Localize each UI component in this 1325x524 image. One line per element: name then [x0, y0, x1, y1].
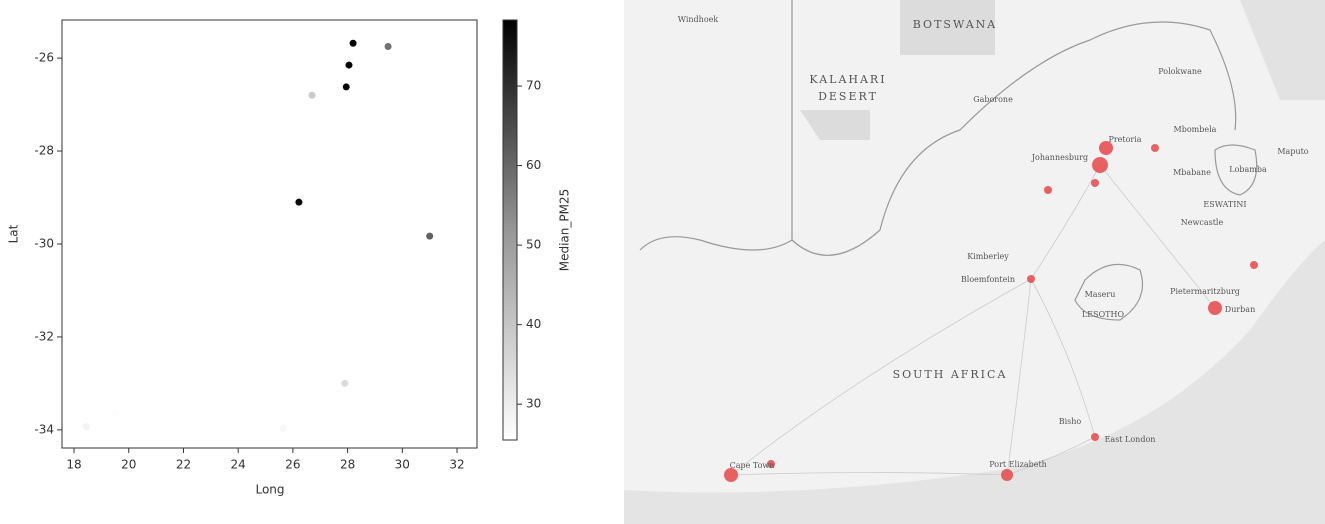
map-label: Kimberley: [967, 252, 1009, 261]
map-label: BOTSWANA: [913, 18, 997, 31]
map-label: Bloemfontein: [961, 275, 1015, 284]
ocean: [624, 240, 1325, 524]
colorbar-tick-label: 60: [526, 158, 541, 172]
salt-pan: [900, 0, 995, 55]
map-label: DESERT: [818, 90, 878, 103]
map-label: ESWATINI: [1203, 200, 1246, 209]
city-dot: [1250, 261, 1258, 269]
colorbar-tick-label: 40: [526, 317, 541, 331]
map-label: Cape Town: [730, 461, 775, 470]
city-dot: [1208, 301, 1222, 315]
city-dot: [1151, 144, 1159, 152]
points: [724, 141, 1258, 482]
x-axis-label: Long: [255, 483, 284, 497]
map-label: LESOTHO: [1082, 310, 1125, 319]
map-label: Port Elizabeth: [989, 460, 1047, 469]
x-tick-label: 18: [66, 458, 81, 472]
x-tick-label: 20: [121, 458, 136, 472]
city-dot: [1091, 433, 1099, 441]
map-label: Maseru: [1085, 290, 1116, 299]
city-dot: [1092, 157, 1108, 173]
y-axis-label: Lat: [7, 224, 21, 243]
map-label: Mbabane: [1173, 168, 1211, 177]
map-label: Newcastle: [1181, 218, 1224, 227]
map-label: Maputo: [1277, 147, 1308, 156]
plot-frame: [61, 19, 478, 449]
land: [624, 0, 1325, 524]
city-dot: [1044, 186, 1052, 194]
map-label: Lobamba: [1229, 165, 1267, 174]
map: Windhoek BOTSWANA KALAHARI DESERT Gaborone Po…: [624, 0, 1325, 524]
x-tick-label: 26: [285, 458, 300, 472]
x-tick-label: 24: [231, 458, 246, 472]
colorbar-tick-label: 30: [526, 397, 541, 411]
map-label: KALAHARI: [809, 73, 886, 86]
city-dot: [1027, 275, 1035, 283]
scatter-point: [345, 61, 353, 69]
reserve: [800, 110, 870, 140]
scatter-point: [384, 42, 392, 50]
map-label: Mbombela: [1174, 125, 1217, 134]
scatter-point: [82, 423, 90, 431]
x-tick-label: 28: [340, 458, 355, 472]
x-tick-label: 30: [395, 458, 410, 472]
city-dot: [1099, 141, 1113, 155]
y-tick-label: -34: [34, 422, 54, 436]
map-label: Johannesburg: [1031, 153, 1088, 162]
city-dot: [724, 468, 738, 482]
map-label: Windhoek: [678, 15, 719, 24]
x-tick-label: 22: [176, 458, 191, 472]
city-dot: [1001, 469, 1013, 481]
scatter-point: [111, 409, 119, 417]
map-label: Durban: [1225, 305, 1255, 314]
scatter-point: [308, 91, 316, 99]
roads: [730, 164, 1216, 476]
city-dot: [1091, 179, 1099, 187]
borders: [639, 0, 1258, 321]
scatter-point: [341, 379, 349, 387]
map-label: East London: [1105, 435, 1156, 444]
x-tick-label: 32: [449, 458, 464, 472]
y-tick-label: -26: [34, 51, 54, 65]
y-tick-label: -30: [34, 236, 54, 250]
scatter-point: [295, 198, 303, 206]
map-label: Bisho: [1059, 417, 1082, 426]
map-label: Polokwane: [1158, 67, 1202, 76]
map-label: SOUTH AFRICA: [893, 368, 1008, 381]
colorbar-tick-label: 50: [526, 238, 541, 252]
colorbar: [502, 19, 518, 441]
colorbar-label: Median_PM25: [558, 189, 572, 272]
colorbar-tick-label: 70: [526, 79, 541, 93]
sea: [1240, 0, 1325, 100]
scatter-point: [349, 39, 357, 47]
map-label: Gaborone: [973, 95, 1013, 104]
y-tick-label: -32: [34, 329, 54, 343]
scatter-point: [426, 232, 434, 240]
map-label: Pretoria: [1108, 135, 1141, 144]
scatter-chart: Long Lat Median_PM25 18 20 22 24 26 28 30 32 -26…: [7, 19, 572, 497]
map-label: Pietermaritzburg: [1170, 287, 1240, 296]
y-tick-label: -28: [34, 144, 54, 158]
city-dot: [767, 460, 775, 468]
scatter-point: [342, 83, 350, 91]
scatter-point: [279, 424, 287, 432]
